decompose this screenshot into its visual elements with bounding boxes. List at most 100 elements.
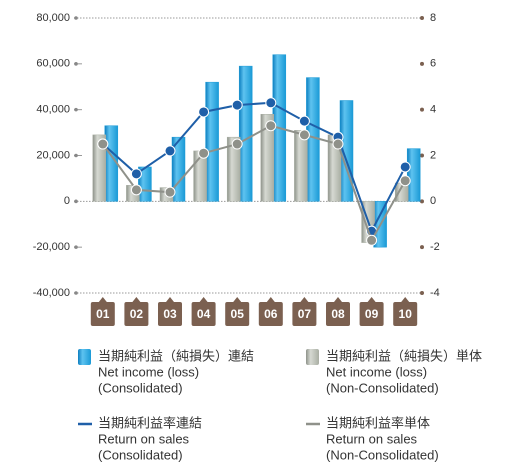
- x-tick-label: 06: [264, 307, 278, 321]
- legend-label-en: Return on sales: [326, 431, 418, 446]
- legend-label-en: (Non-Consolidated): [326, 380, 439, 395]
- y-tick-label: 40,000: [36, 104, 70, 116]
- category-notch: [132, 297, 141, 302]
- x-tick-label: 05: [231, 307, 245, 321]
- legend-label: 当期純利益率連結: [98, 415, 202, 430]
- x-tick-label: 10: [399, 307, 413, 321]
- y-tick-label: -20,000: [33, 241, 70, 253]
- tick-dot: [74, 107, 78, 112]
- y2-tick-label: 6: [430, 58, 436, 70]
- category-notch: [233, 297, 242, 302]
- point: [231, 138, 243, 150]
- bar: [294, 130, 308, 202]
- legend-label-en: Net income (loss): [98, 364, 199, 379]
- y2-tick-mark: [420, 291, 424, 295]
- legend-label-en: (Consolidated): [98, 447, 183, 462]
- y2-tick-label: -2: [430, 241, 440, 253]
- tick-dot: [74, 62, 78, 66]
- line: [102, 101, 407, 234]
- x-tick-label: 02: [130, 307, 144, 321]
- category-box: [90, 302, 115, 326]
- category-box: [359, 302, 384, 326]
- y2-tick-label: 8: [430, 12, 436, 24]
- tick-dot: [74, 153, 78, 158]
- legend-label-en: (Non-Consolidated): [326, 447, 439, 462]
- legend-label-en: Return on sales: [98, 431, 190, 446]
- y2-tick-mark: [420, 153, 424, 158]
- x-tick-label: 04: [197, 307, 211, 321]
- y2-tick-mark: [420, 199, 424, 204]
- point: [298, 115, 310, 127]
- y2-tick-mark: [420, 107, 424, 112]
- y-tick-label: 80,000: [36, 12, 70, 24]
- category-notch: [266, 297, 275, 302]
- category-box: [258, 302, 283, 326]
- bar: [205, 81, 219, 202]
- x-tick-label: 09: [365, 307, 379, 321]
- point: [130, 168, 142, 180]
- category-notch: [334, 297, 342, 302]
- legend-label: 当期純利益（純損失）単体: [326, 348, 482, 363]
- x-tick-label: 01: [96, 307, 110, 321]
- y-tick-label: 0: [64, 195, 70, 207]
- bar: [226, 136, 241, 202]
- point: [198, 106, 210, 118]
- point: [399, 175, 411, 187]
- category-notch: [199, 297, 208, 302]
- point: [332, 138, 344, 150]
- point: [164, 186, 176, 198]
- y-tick-label: 20,000: [36, 149, 70, 161]
- tick-dot: [74, 291, 78, 295]
- point: [265, 120, 277, 132]
- tick-dot: [74, 199, 78, 204]
- point: [198, 147, 210, 159]
- category-box: [326, 302, 350, 326]
- category-box: [393, 302, 418, 326]
- point: [164, 145, 176, 157]
- category-notch: [98, 297, 107, 302]
- line: [101, 124, 407, 243]
- x-tick-label: 03: [163, 307, 177, 321]
- category-box: [225, 302, 250, 326]
- category-notch: [166, 297, 174, 302]
- legend-label: 当期純利益（純損失）連結: [98, 348, 254, 363]
- y2-tick-label: 2: [430, 149, 436, 161]
- category-notch: [300, 297, 309, 302]
- legend-label-en: Net income (loss): [326, 364, 427, 379]
- category-box: [292, 302, 317, 326]
- category-notch: [401, 297, 410, 302]
- y2-tick-label: 0: [430, 195, 436, 207]
- y2-tick-mark: [420, 16, 424, 20]
- category-notch: [367, 297, 376, 302]
- bar: [92, 134, 107, 202]
- point: [265, 97, 277, 109]
- bar: [238, 65, 253, 202]
- category-box: [124, 302, 149, 326]
- x-tick-label: 08: [331, 307, 345, 321]
- tick-dot: [74, 16, 78, 20]
- legend-swatch: [306, 349, 319, 365]
- category-box: [191, 302, 216, 326]
- point: [298, 129, 310, 141]
- y2-tick-label: -4: [430, 287, 440, 299]
- legend-label-en: (Consolidated): [98, 380, 183, 395]
- point: [130, 184, 142, 196]
- point: [97, 138, 109, 150]
- legend-label: 当期純利益率単体: [326, 415, 430, 430]
- point: [366, 234, 378, 246]
- category-box: [158, 302, 182, 326]
- y2-tick-mark: [420, 245, 424, 250]
- y-tick-label: 60,000: [36, 58, 70, 70]
- point: [231, 99, 243, 111]
- y2-tick-mark: [420, 61, 424, 66]
- tick-dot: [74, 245, 78, 249]
- bar: [260, 114, 275, 202]
- bar: [406, 148, 421, 202]
- legend-swatch: [78, 349, 91, 365]
- y2-tick-label: 4: [430, 104, 436, 116]
- point: [399, 161, 411, 173]
- x-tick-label: 07: [298, 307, 312, 321]
- y-tick-label: -40,000: [33, 287, 70, 299]
